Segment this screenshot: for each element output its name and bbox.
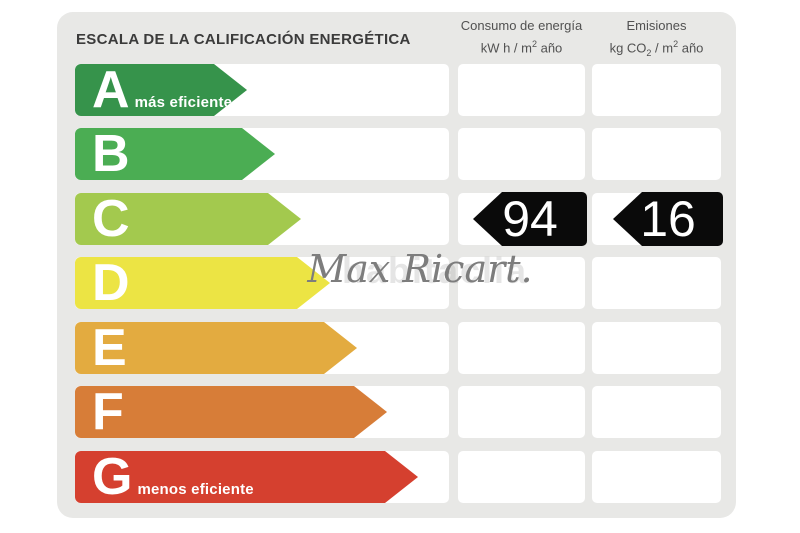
grade-note: más eficiente <box>134 94 233 111</box>
emisiones-cell <box>592 322 721 374</box>
consumo-header-units: kW h / m2 año <box>480 39 563 56</box>
rating-row: G menos eficiente <box>0 451 800 503</box>
emisiones-cell <box>592 386 721 438</box>
emisiones-header-units: kg CO2 / m2 año <box>609 39 704 58</box>
emisiones-header-label: Emisiones <box>626 18 687 33</box>
grade-note: menos eficiente <box>137 481 254 498</box>
rating-row: B <box>0 128 800 180</box>
rating-row: C 94 16 <box>0 192 800 246</box>
grade-arrow-d: D <box>75 257 330 309</box>
grade-arrow-g: G menos eficiente <box>75 451 418 503</box>
consumo-cell <box>458 322 585 374</box>
column-header-consumo: Consumo de energía kW h / m2 año <box>451 16 592 57</box>
consumo-cell <box>458 128 585 180</box>
grade-arrow-b: B <box>75 128 275 180</box>
grade-arrow-f: F <box>75 386 387 438</box>
column-header-emisiones: Emisiones kg CO2 / m2 año <box>586 16 727 63</box>
grade-letter: C <box>92 190 130 248</box>
grade-letter: E <box>92 319 127 377</box>
consumo-cell <box>458 451 585 503</box>
rating-row: A más eficiente <box>0 64 800 116</box>
rating-row: D <box>0 257 800 309</box>
grade-arrow-a: A más eficiente <box>75 64 247 116</box>
emisiones-cell <box>592 451 721 503</box>
grade-arrow-c: C <box>75 193 301 245</box>
emisiones-cell <box>592 128 721 180</box>
emisiones-cell <box>592 257 721 309</box>
consumo-header-label: Consumo de energía <box>460 18 583 33</box>
consumo-cell <box>458 257 585 309</box>
grade-arrow-e: E <box>75 322 357 374</box>
page-title: ESCALA DE LA CALIFICACIÓN ENERGÉTICA <box>76 31 411 48</box>
grade-letter: F <box>92 383 124 441</box>
emisiones-cell <box>592 64 721 116</box>
consumo-cell <box>458 64 585 116</box>
rating-row: E <box>0 322 800 374</box>
rating-row: F <box>0 386 800 438</box>
consumo-cell <box>458 386 585 438</box>
grade-letter: A <box>92 61 130 119</box>
grade-letter: B <box>92 125 130 183</box>
grade-letter: G <box>92 448 133 506</box>
grade-letter: D <box>92 254 130 312</box>
